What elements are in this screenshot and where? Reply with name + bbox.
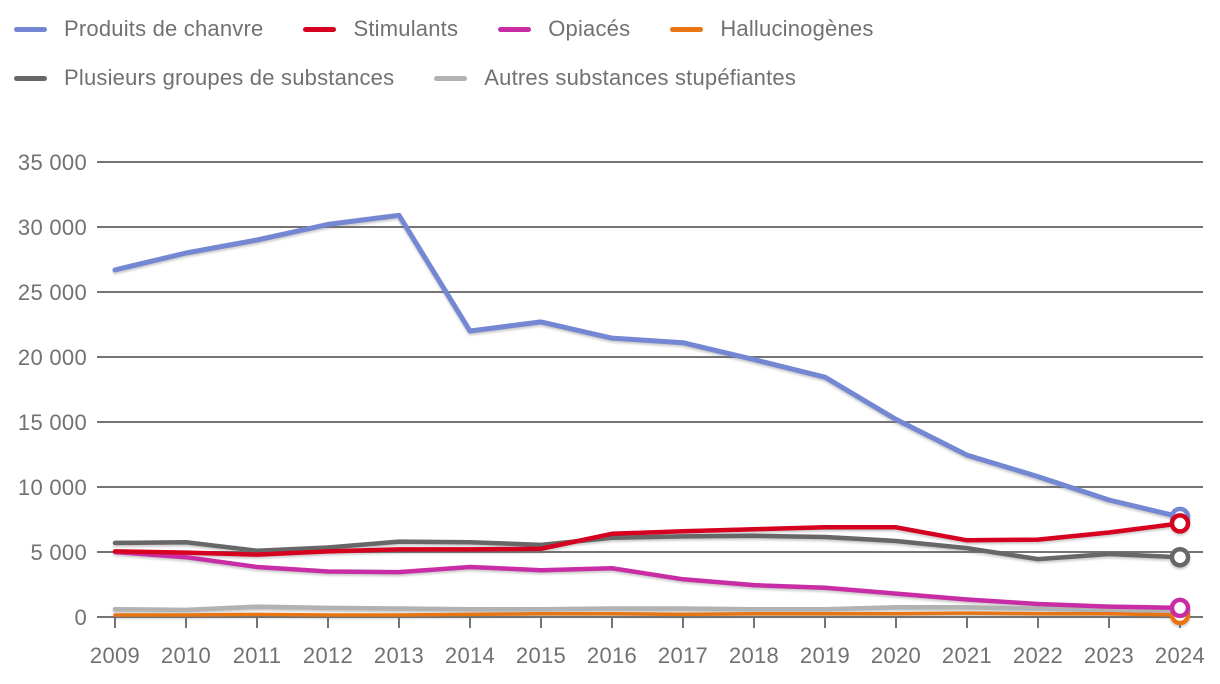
x-axis-label: 2017 xyxy=(658,643,708,668)
x-axis-label: 2015 xyxy=(516,643,566,668)
y-axis-label: 25 000 xyxy=(18,280,87,305)
legend-label: Stimulants xyxy=(353,16,459,41)
x-axis-label: 2018 xyxy=(729,643,779,668)
x-axis-label: 2012 xyxy=(303,643,353,668)
series-group xyxy=(112,212,1191,626)
line-swatch-icon xyxy=(14,75,47,81)
x-axis-label: 2011 xyxy=(233,643,282,668)
series-endpoint-stimulants xyxy=(1169,513,1191,534)
series-endpoint-opiaces xyxy=(1169,597,1191,619)
series-line-autres xyxy=(112,604,1183,614)
x-axis-label: 2022 xyxy=(1013,643,1063,668)
legend-label: Produits de chanvre xyxy=(64,16,264,41)
y-axis-label: 35 000 xyxy=(18,150,87,175)
series-line-plusieurs xyxy=(112,533,1183,562)
x-axis-label: 2009 xyxy=(90,643,140,668)
legend-row-2: Plusieurs groupes de substances Autres s… xyxy=(14,65,1210,91)
series-line-opiaces xyxy=(112,549,1183,611)
x-axis-label: 2016 xyxy=(587,643,637,668)
legend-label: Opiacés xyxy=(548,16,631,41)
y-axis-label: 30 000 xyxy=(18,215,87,240)
y-axis-label: 15 000 xyxy=(18,410,87,435)
legend-item-stimulants[interactable]: Stimulants xyxy=(303,16,458,42)
legend-item-opiaces[interactable]: Opiacés xyxy=(498,16,630,42)
x-axis-label: 2021 xyxy=(942,643,992,668)
x-axis-label: 2020 xyxy=(871,643,921,668)
line-swatch-icon xyxy=(434,75,468,81)
x-axis-label: 2013 xyxy=(374,643,424,668)
x-axis-label: 2010 xyxy=(161,643,211,668)
series-line-hallucinogenes xyxy=(113,611,1182,617)
line-swatch-icon xyxy=(14,26,47,32)
legend-label: Plusieurs groupes de substances xyxy=(64,65,395,90)
y-axis-label: 20 000 xyxy=(18,345,87,370)
series-endpoint-plusieurs xyxy=(1169,546,1191,568)
y-axis-label: 5 000 xyxy=(30,540,87,565)
legend-item-autres-substances[interactable]: Autres substances stupéfiantes xyxy=(434,65,796,91)
legend-row-1: Produits de chanvre Stimulants Opiacés H… xyxy=(14,16,1210,42)
legend-label: Hallucinogènes xyxy=(720,16,874,41)
y-axis-label: 0 xyxy=(74,605,87,630)
x-axis-label: 2019 xyxy=(800,643,850,668)
legend-item-plusieurs-groupes[interactable]: Plusieurs groupes de substances xyxy=(14,65,394,91)
chart-legend: Produits de chanvre Stimulants Opiacés H… xyxy=(14,16,1210,91)
line-swatch-icon xyxy=(498,26,532,32)
x-axis-label: 2023 xyxy=(1084,643,1134,668)
series-line-chanvre xyxy=(112,212,1183,520)
line-swatch-icon xyxy=(670,26,704,32)
legend-item-produits-de-chanvre[interactable]: Produits de chanvre xyxy=(14,16,263,42)
legend-label: Autres substances stupéfiantes xyxy=(484,65,797,90)
y-axis-label: 10 000 xyxy=(18,475,87,500)
series-line-stimulants xyxy=(112,521,1183,557)
line-swatch-icon xyxy=(303,26,337,32)
legend-item-hallucinogenes[interactable]: Hallucinogènes xyxy=(670,16,873,42)
x-axis-label: 2024 xyxy=(1155,643,1205,668)
x-axis-label: 2014 xyxy=(445,643,495,668)
